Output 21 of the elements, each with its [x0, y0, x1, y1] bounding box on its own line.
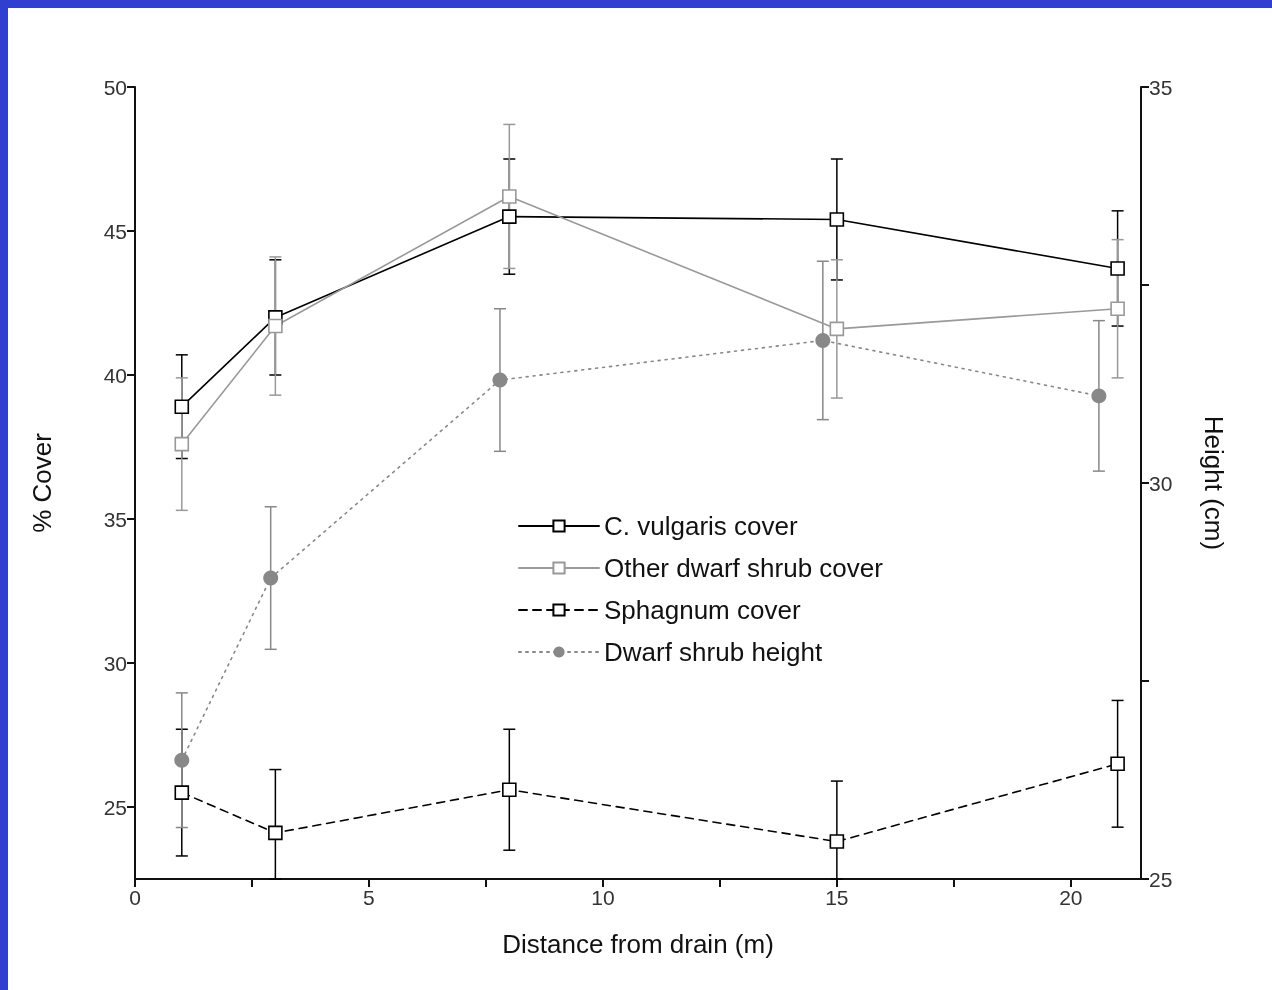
y-tick-label: 25: [103, 795, 127, 819]
y2-axis-title: Height (cm): [1199, 415, 1229, 551]
legend-label: Dwarf shrub height: [604, 637, 823, 667]
y-tick-label: 50: [103, 75, 127, 99]
x-tick-label: 10: [591, 886, 615, 909]
legend-label: Other dwarf shrub cover: [604, 553, 884, 583]
y-axis-title: % Cover: [27, 432, 57, 533]
x-axis-title: Distance from drain (m): [502, 929, 774, 959]
y-tick-label: 30: [103, 651, 127, 675]
x-tick-label: 15: [825, 886, 849, 909]
legend-label: Sphagnum cover: [604, 595, 801, 625]
y-tick-label: 40: [103, 363, 127, 387]
y2-tick-label: 30: [1149, 471, 1173, 495]
x-tick-label: 5: [363, 886, 375, 909]
y-tick-label: 35: [103, 507, 127, 531]
y2-tick-label: 25: [1149, 867, 1173, 891]
y2-tick-label: 35: [1149, 75, 1173, 99]
x-tick-label: 0: [129, 886, 141, 909]
x-tick-label: 20: [1059, 886, 1083, 909]
y-tick-label: 45: [103, 219, 127, 243]
legend-label: C. vulgaris cover: [604, 511, 798, 541]
